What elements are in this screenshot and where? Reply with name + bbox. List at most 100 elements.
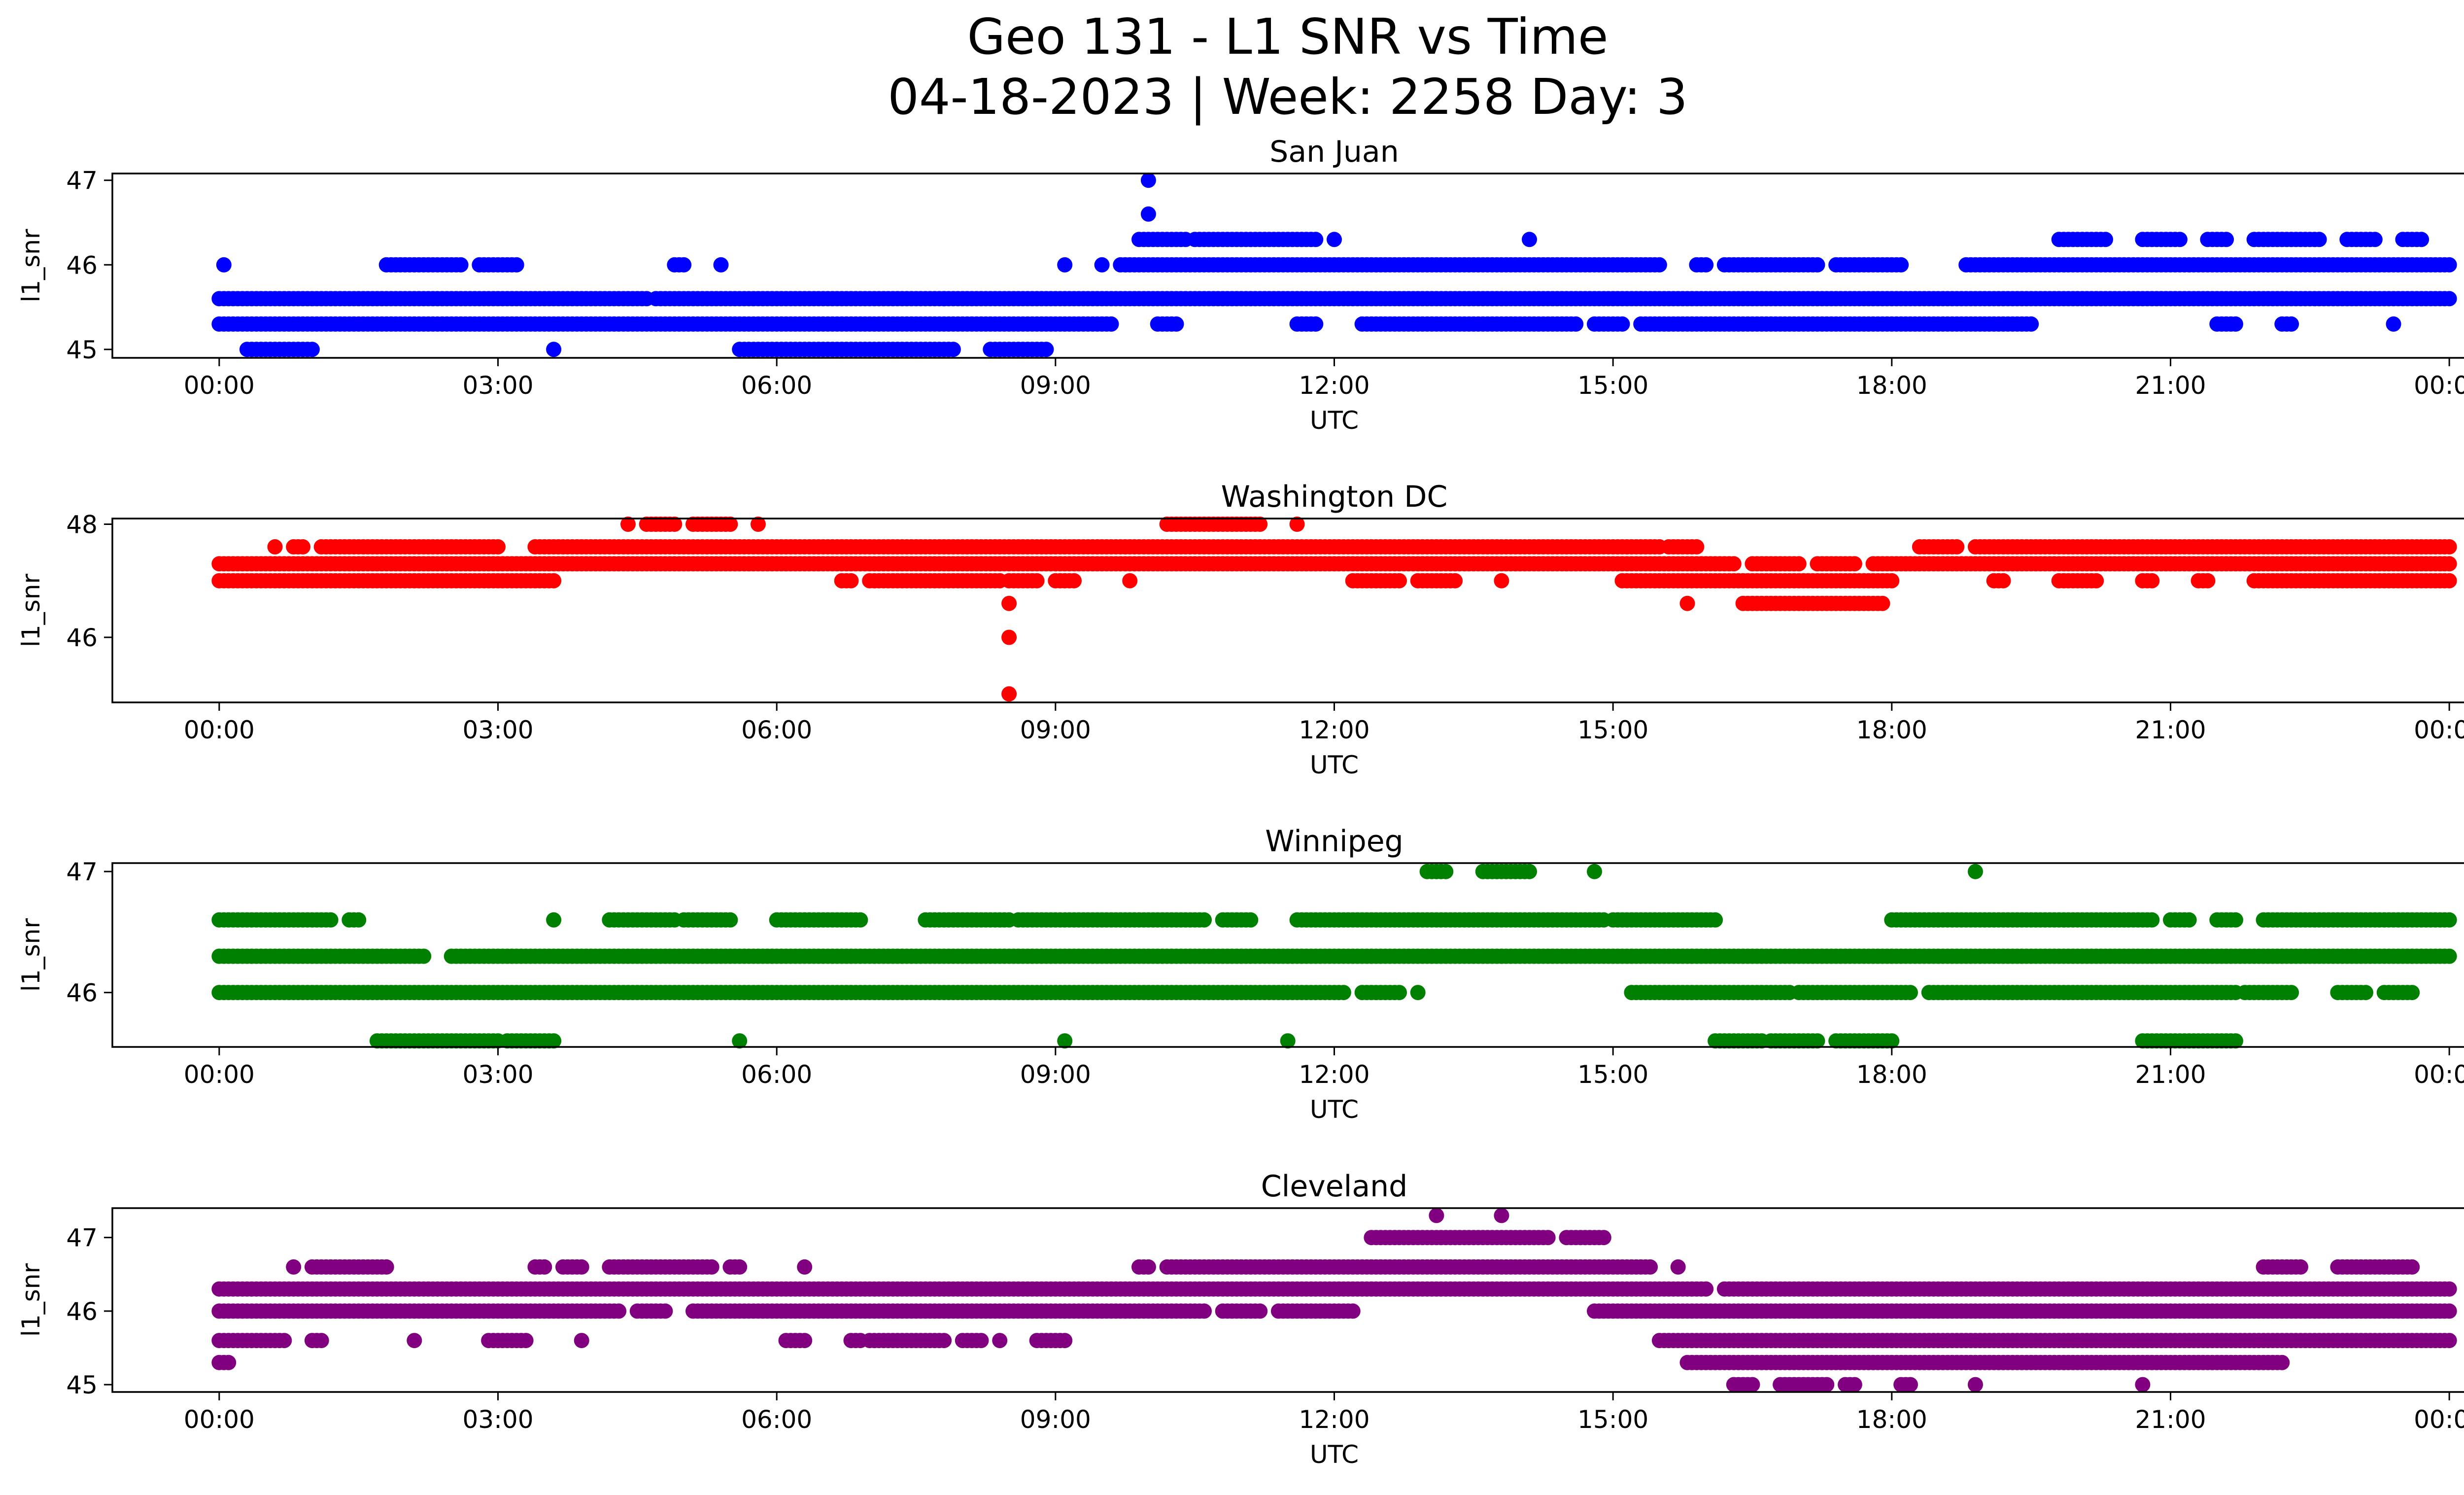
subplot-title: Washington DC [1221,480,1448,514]
data-point [1884,573,1900,589]
x-tick-label: 12:00 [1299,371,1369,400]
data-point [1001,686,1017,702]
data-point [1168,316,1184,332]
data-point [1001,595,1017,611]
x-tick-label: 15:00 [1577,371,1648,400]
data-point [1308,316,1324,332]
data-point [1494,573,1509,589]
x-tick-label: 09:00 [1020,1060,1091,1089]
x-tick-label: 06:00 [741,1060,812,1089]
data-point [1698,257,1714,273]
subplot-2: 00:00 03:00 06:00 09:00 12:00 15:00 18:00 21:00… [17,824,2464,1124]
data-point [2172,232,2188,247]
data-point [2144,573,2160,589]
x-tick-label: 00:00 [184,1060,255,1089]
data-point [667,517,683,532]
x-tick-label: 18:00 [1856,371,1927,400]
x-tick-label: 03:00 [462,716,533,744]
scatter-points [211,173,2457,357]
data-point [1122,573,1138,589]
data-point [1847,556,1862,572]
data-point [2367,232,2383,247]
subplot-title: Winnipeg [1265,824,1403,859]
data-point [509,257,524,273]
figure-title-line2: 04-18-2023 | Week: 2258 Day: 3 [888,68,1688,126]
data-point [1875,595,1890,611]
data-point [1522,232,1537,247]
data-point [1689,539,1705,555]
data-point [2311,232,2327,247]
data-point [1327,232,1342,247]
data-point [2441,573,2457,589]
x-tick-label: 00:00 [184,371,255,400]
data-point [2386,316,2401,332]
y-axis-label: l1_snr [17,574,45,647]
scatter-points [211,1208,2457,1392]
data-point [704,1259,719,1275]
data-point [1140,173,1156,188]
x-tick-label: 03:00 [462,1060,533,1089]
scatter-points [211,517,2457,702]
x-tick-label: 00:00 [184,716,255,744]
x-tick-label: 00:00 [2414,371,2464,400]
data-point [1197,912,1212,928]
data-point [1995,573,2011,589]
data-point [1001,629,1017,645]
data-point [1614,316,1630,332]
data-point [1726,556,1742,572]
data-point [1522,864,1537,879]
data-point [1392,573,1407,589]
y-tick-label: 46 [66,624,98,652]
data-point [378,1259,394,1275]
x-tick-label: 09:00 [1020,716,1091,744]
data-point [1893,257,1909,273]
data-point [1252,517,1268,532]
data-point [267,539,283,555]
data-point [843,573,859,589]
data-point [1568,316,1584,332]
data-point [2404,985,2420,1001]
data-point [351,912,367,928]
data-point [453,257,469,273]
data-point [1345,1303,1361,1319]
scatter-points [211,864,2457,1049]
data-point [1094,257,1110,273]
x-axis-label: UTC [1310,1095,1359,1124]
x-axis-label: UTC [1310,406,1359,435]
data-point [1949,539,1965,555]
x-tick-label: 12:00 [1299,716,1369,744]
data-point [1698,1281,1714,1297]
subplot-0: 00:00 03:00 06:00 09:00 12:00 15:00 18:00 21:00… [17,135,2464,435]
data-point [1066,573,1082,589]
data-point [295,539,310,555]
data-point [1057,257,1073,273]
x-tick-label: 21:00 [2135,371,2206,400]
x-tick-label: 06:00 [741,716,812,744]
data-point [1679,595,1695,611]
data-point [1308,232,1324,247]
data-point [1429,1208,1444,1223]
subplot-3: 00:00 03:00 06:00 09:00 12:00 15:00 18:00 21:00… [17,1169,2464,1469]
data-point [1791,556,1807,572]
data-point [797,1259,813,1275]
data-point [2441,291,2457,307]
data-point [490,539,506,555]
data-point [304,342,320,357]
x-tick-label: 18:00 [1856,716,1927,744]
data-point [2441,257,2457,273]
data-point [2023,316,2039,332]
data-point [2441,1281,2457,1297]
data-point [2441,912,2457,928]
data-point [1335,985,1351,1001]
y-tick-label: 45 [66,336,98,364]
figure-title-line1: Geo 131 - L1 SNR vs Time [967,8,1608,66]
data-point [546,342,562,357]
data-point [1038,342,1054,357]
y-tick-label: 47 [66,858,98,886]
x-tick-label: 03:00 [462,371,533,400]
y-tick-label: 47 [66,167,98,195]
data-point [1140,206,1156,222]
data-point [2098,232,2113,247]
data-point [2441,556,2457,572]
